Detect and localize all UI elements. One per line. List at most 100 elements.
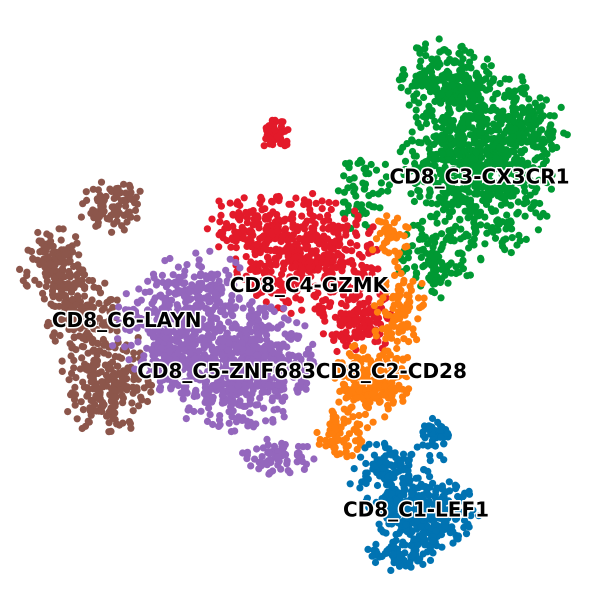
scatter-point (81, 318, 89, 326)
scatter-point (316, 213, 324, 221)
scatter-point (216, 218, 224, 226)
scatter-point (381, 382, 389, 390)
scatter-point (422, 199, 430, 207)
scatter-point (166, 254, 174, 263)
scatter-point (319, 330, 327, 338)
scatter-point (349, 182, 357, 190)
scatter-point (200, 390, 208, 398)
scatter-point (421, 433, 429, 441)
scatter-point (312, 199, 320, 207)
scatter-point (319, 297, 327, 305)
scatter-point (301, 274, 310, 282)
scatter-point (391, 258, 399, 266)
scatter-point (368, 552, 376, 560)
scatter-point (369, 418, 377, 426)
scatter-point (428, 107, 436, 115)
scatter-point (414, 315, 422, 323)
scatter-point (396, 230, 404, 239)
scatter-point (500, 236, 508, 244)
scatter-point (363, 263, 371, 272)
scatter-point (430, 133, 438, 141)
scatter-point (73, 323, 81, 331)
scatter-point (439, 206, 447, 214)
scatter-point (352, 192, 360, 200)
scatter-point (447, 117, 455, 125)
scatter-point (253, 351, 261, 359)
scatter-point (92, 407, 100, 415)
scatter-point (263, 253, 272, 261)
scatter-point (96, 389, 104, 397)
scatter-point (434, 76, 442, 85)
scatter-point (385, 181, 393, 189)
scatter-point (250, 286, 258, 294)
scatter-point (523, 198, 531, 206)
scatter-point (232, 244, 240, 252)
scatter-point (206, 247, 214, 255)
scatter-point (519, 77, 527, 85)
scatter-point (382, 173, 390, 181)
scatter-point (156, 386, 164, 394)
scatter-point (362, 459, 370, 468)
scatter-point (77, 398, 85, 406)
scatter-point (445, 156, 453, 164)
scatter-point (68, 369, 76, 377)
scatter-point (236, 401, 244, 409)
scatter-point (363, 424, 371, 432)
scatter-point (119, 419, 127, 427)
scatter-point (49, 242, 57, 250)
scatter-point (402, 521, 410, 529)
scatter-point (123, 218, 131, 226)
scatter-point (130, 373, 138, 381)
scatter-point (241, 385, 249, 393)
scatter-point (389, 472, 397, 480)
scatter-point (182, 415, 190, 423)
scatter-point (446, 150, 454, 158)
scatter-point (267, 120, 275, 129)
scatter-point (373, 308, 382, 316)
scatter-point (430, 140, 438, 149)
scatter-point (94, 340, 102, 348)
scatter-point (512, 105, 520, 113)
scatter-point (525, 95, 533, 103)
scatter-point (419, 159, 427, 167)
scatter-point (96, 194, 104, 202)
scatter-point (328, 407, 336, 415)
scatter-point (361, 309, 369, 317)
scatter-point (500, 130, 508, 138)
scatter-point (59, 225, 67, 233)
scatter-point (464, 214, 472, 222)
scatter-point (51, 337, 59, 345)
scatter-point (146, 288, 154, 296)
scatter-point (265, 450, 274, 458)
scatter-point (448, 166, 456, 174)
scatter-point (411, 159, 419, 168)
scatter-point (360, 165, 368, 173)
scatter-point (424, 240, 432, 248)
scatter-point (352, 221, 360, 229)
scatter-point (501, 91, 509, 99)
scatter-point (389, 463, 397, 471)
scatter-point (261, 312, 269, 321)
scatter-point (511, 171, 519, 179)
scatter-point (515, 231, 523, 239)
scatter-point (282, 298, 290, 306)
scatter-point (412, 113, 420, 121)
scatter-point (412, 106, 420, 114)
scatter-point (393, 312, 401, 320)
scatter-point (76, 365, 84, 373)
scatter-point (544, 130, 552, 138)
scatter-point (121, 343, 129, 351)
scatter-point (407, 451, 415, 459)
scatter-point (78, 304, 86, 312)
scatter-point (457, 134, 465, 142)
scatter-point (457, 261, 465, 269)
scatter-point (445, 227, 453, 235)
scatter-point (134, 299, 142, 307)
scatter-point (330, 444, 338, 452)
scatter-point (417, 225, 425, 233)
scatter-point (122, 202, 130, 210)
scatter-point (494, 226, 502, 234)
scatter-point (243, 214, 251, 222)
scatter-point (353, 394, 361, 402)
